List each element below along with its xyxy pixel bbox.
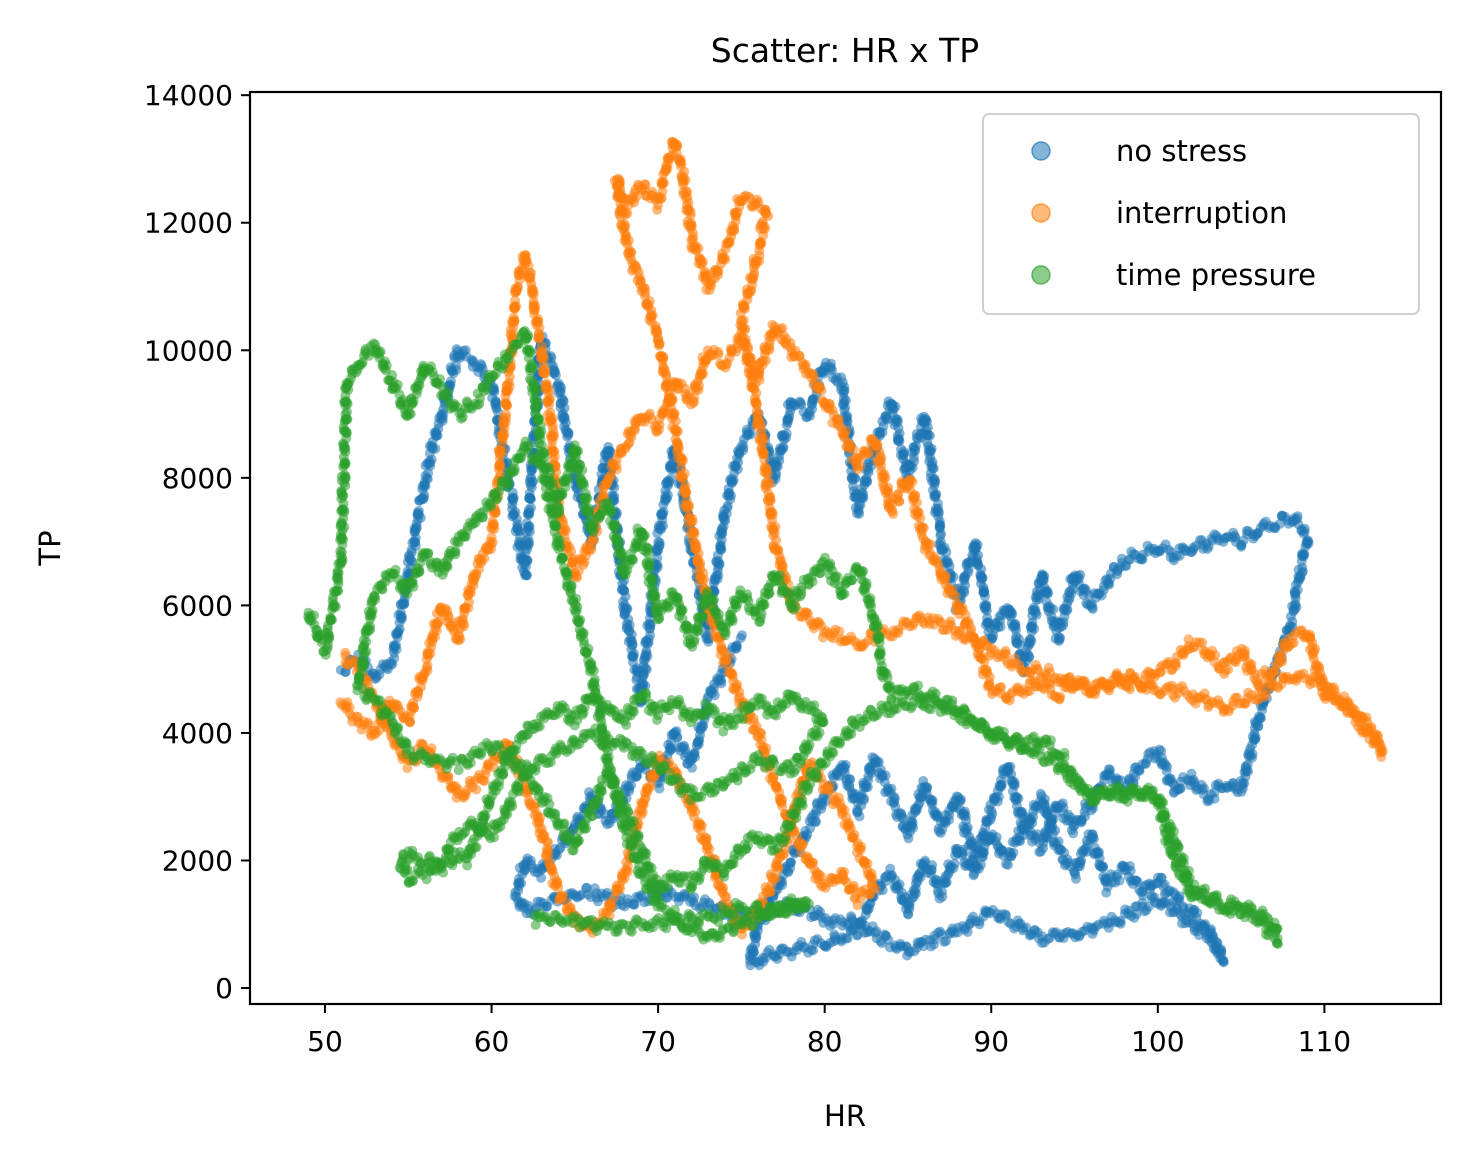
data-point <box>979 591 990 602</box>
data-point <box>1299 526 1310 537</box>
data-point <box>653 537 664 548</box>
data-marks <box>303 136 1388 971</box>
data-point <box>486 532 497 543</box>
data-point <box>413 505 424 516</box>
data-point <box>1162 774 1173 785</box>
data-point <box>950 850 961 861</box>
data-point <box>533 332 544 343</box>
data-point <box>862 448 873 459</box>
data-point <box>1007 836 1018 847</box>
data-point <box>713 349 724 360</box>
data-point <box>508 312 519 323</box>
data-point <box>1086 832 1097 843</box>
data-point <box>521 570 532 581</box>
data-point <box>539 367 550 378</box>
data-point <box>526 502 536 513</box>
data-point <box>1243 751 1254 762</box>
data-point <box>955 794 966 805</box>
data-point <box>1098 861 1108 872</box>
data-point <box>562 431 573 442</box>
data-point <box>1055 691 1066 702</box>
data-point <box>395 607 406 618</box>
data-point <box>786 857 796 868</box>
data-point <box>672 732 683 743</box>
data-point <box>737 630 747 641</box>
data-point <box>406 554 416 565</box>
data-point <box>502 400 513 411</box>
data-point <box>1034 847 1045 857</box>
data-point <box>550 370 561 381</box>
data-point <box>521 554 532 565</box>
data-point <box>862 476 873 487</box>
data-point <box>1041 588 1052 599</box>
data-point <box>781 428 792 439</box>
data-point <box>521 518 532 529</box>
data-point <box>986 806 997 816</box>
data-point <box>445 376 456 387</box>
chart-title: Scatter: HR x TP <box>711 31 979 70</box>
data-point <box>501 409 512 420</box>
data-point <box>1054 632 1064 643</box>
data-point <box>523 534 534 545</box>
data-point <box>925 539 936 550</box>
data-point <box>391 640 401 651</box>
data-point <box>451 360 461 371</box>
data-point <box>926 443 937 454</box>
data-point <box>536 872 547 883</box>
data-point <box>816 385 827 396</box>
